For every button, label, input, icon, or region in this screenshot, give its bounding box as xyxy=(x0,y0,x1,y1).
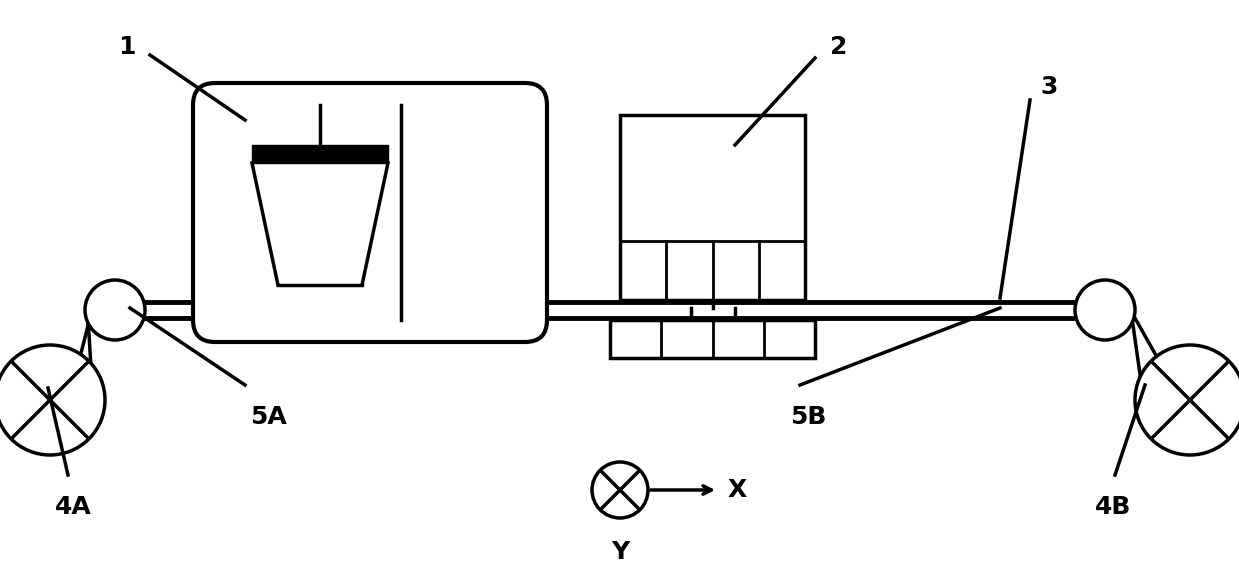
Circle shape xyxy=(1075,280,1135,340)
Bar xyxy=(610,320,815,358)
Circle shape xyxy=(592,462,648,518)
Text: 4B: 4B xyxy=(1095,495,1131,519)
Circle shape xyxy=(0,345,105,455)
Text: 2: 2 xyxy=(830,35,847,59)
Circle shape xyxy=(85,280,145,340)
Text: 5B: 5B xyxy=(790,405,826,429)
Text: 4A: 4A xyxy=(55,495,92,519)
Text: 1: 1 xyxy=(118,35,135,59)
Bar xyxy=(620,115,805,300)
Circle shape xyxy=(1135,345,1239,455)
FancyBboxPatch shape xyxy=(193,83,546,342)
Text: 5A: 5A xyxy=(250,405,286,429)
Text: X: X xyxy=(729,478,747,502)
Text: 3: 3 xyxy=(1040,75,1057,99)
Text: Y: Y xyxy=(611,540,629,564)
